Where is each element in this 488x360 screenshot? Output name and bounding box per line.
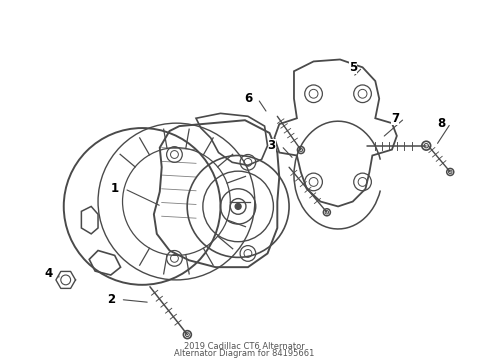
Text: 7: 7 [390,112,398,125]
Text: 1: 1 [110,182,119,195]
Text: 2019 Cadillac CT6 Alternator: 2019 Cadillac CT6 Alternator [183,342,304,351]
Text: 4: 4 [45,266,53,280]
Text: 8: 8 [436,117,444,130]
Text: 3: 3 [267,139,275,152]
Text: 6: 6 [244,92,251,105]
Text: Alternator Diagram for 84195661: Alternator Diagram for 84195661 [173,350,314,359]
Circle shape [235,203,241,210]
Text: 2: 2 [106,293,115,306]
Text: 5: 5 [348,61,356,74]
